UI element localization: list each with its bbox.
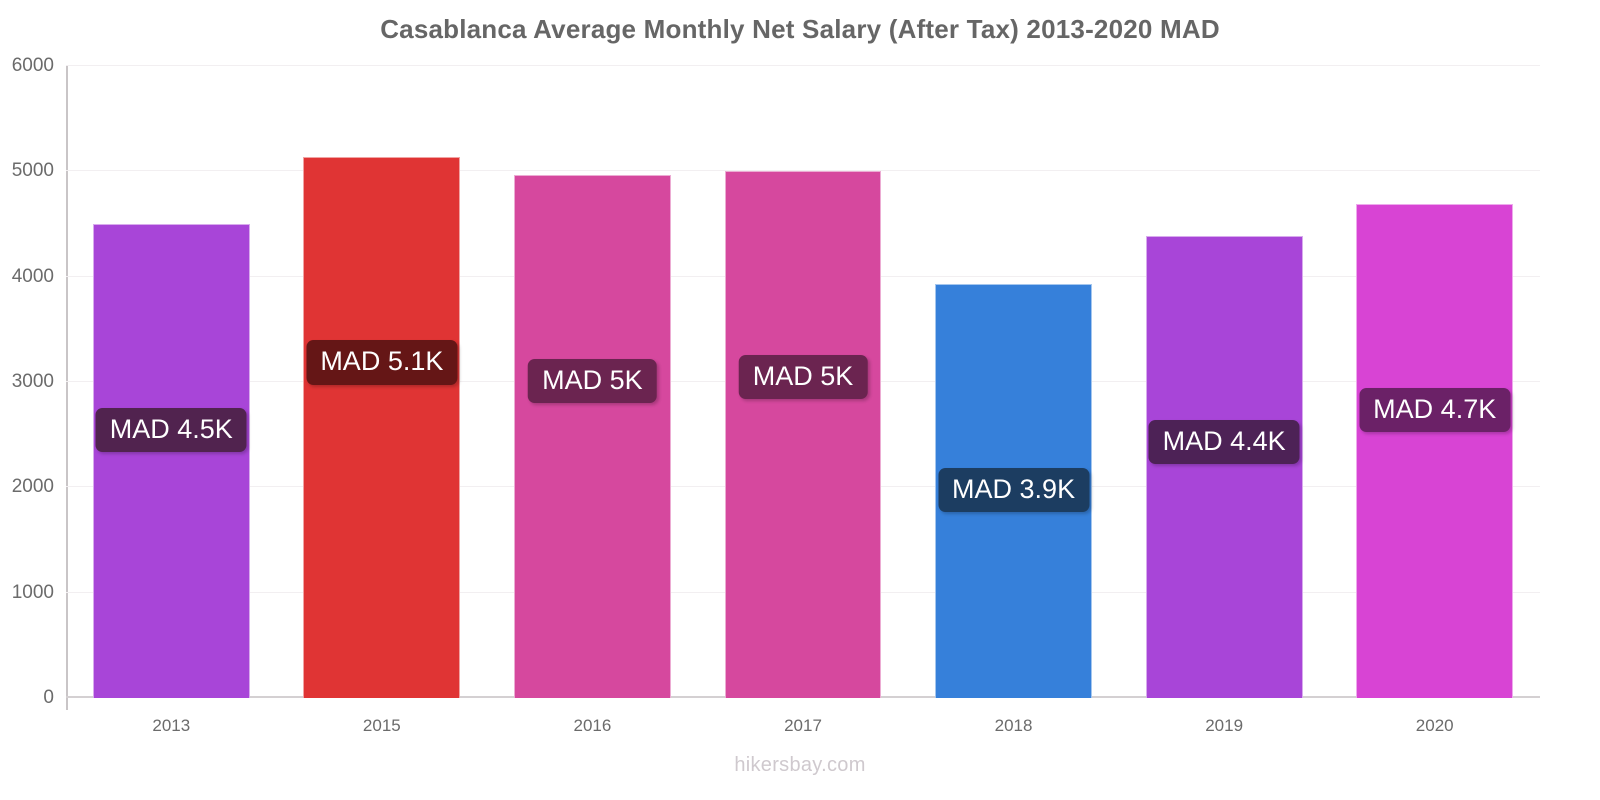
x-axis-tick-label: 2015 bbox=[362, 716, 401, 735]
bar-rect[interactable] bbox=[724, 171, 882, 698]
x-axis-tick-label: 2013 bbox=[152, 716, 191, 735]
y-axis-tick-label: 3000 bbox=[11, 371, 54, 392]
gridline bbox=[66, 170, 1540, 172]
y-axis-line bbox=[66, 66, 68, 710]
y-axis-tick-label: 5000 bbox=[11, 160, 54, 182]
bar-rect[interactable] bbox=[92, 224, 250, 698]
watermark: hikersbay.com bbox=[734, 754, 866, 776]
bar[interactable]: MAD 5.1K bbox=[303, 156, 461, 698]
x-axis-tick-label: 2016 bbox=[573, 716, 612, 735]
gridline bbox=[66, 65, 1540, 66]
bar-value-label: MAD 4.7K bbox=[1359, 387, 1511, 432]
y-axis-tick-label: 2000 bbox=[11, 476, 54, 498]
plot-area: MAD 4.5K MAD 5.1K MAD 5K MAD 5K MAD 3.9K MAD … bbox=[66, 65, 1540, 698]
bar-value-label: MAD 5K bbox=[528, 358, 657, 404]
page-title: Casablanca Average Monthly Net Salary (A… bbox=[380, 14, 1220, 44]
bar-value-label: MAD 5.1K bbox=[306, 340, 458, 385]
bar-value-label: MAD 5K bbox=[738, 355, 868, 400]
y-axis-tick-label: 1000 bbox=[11, 581, 54, 603]
bar-rect[interactable] bbox=[513, 175, 671, 698]
x-axis-tick-label: 2020 bbox=[1415, 716, 1454, 735]
bar[interactable]: MAD 4.7K bbox=[1356, 204, 1514, 698]
x-axis-tick-label: 2018 bbox=[994, 716, 1033, 735]
bar-rect[interactable] bbox=[1356, 204, 1514, 698]
y-axis-tick-label: 6000 bbox=[11, 55, 54, 76]
bar[interactable]: MAD 3.9K bbox=[935, 284, 1092, 698]
bar-value-label: MAD 4.5K bbox=[95, 407, 247, 452]
bar-rect[interactable] bbox=[1145, 236, 1303, 698]
bar[interactable]: MAD 4.5K bbox=[92, 224, 250, 698]
bar-value-label: MAD 4.4K bbox=[1148, 419, 1300, 465]
x-axis-tick-label: 2019 bbox=[1205, 716, 1244, 735]
bar-value-label: MAD 3.9K bbox=[938, 467, 1090, 513]
bar[interactable]: MAD 5K bbox=[724, 171, 882, 698]
x-axis-tick-label: 2017 bbox=[784, 716, 822, 735]
y-axis-tick-label: 0 bbox=[43, 687, 54, 708]
y-axis-tick-label: 4000 bbox=[11, 265, 54, 287]
bar-rect[interactable] bbox=[303, 156, 461, 698]
bar[interactable]: MAD 4.4K bbox=[1145, 236, 1303, 698]
bar[interactable]: MAD 5K bbox=[513, 175, 671, 698]
